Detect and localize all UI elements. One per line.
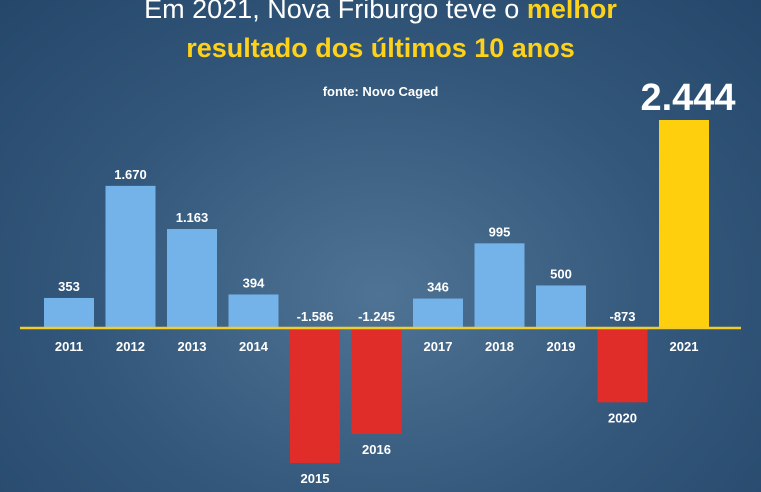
bar-2014 bbox=[228, 294, 279, 328]
category-label-2017: 2017 bbox=[424, 339, 453, 354]
value-label-2012: 1.670 bbox=[114, 167, 147, 182]
bar-2012 bbox=[105, 185, 156, 328]
bar-2011 bbox=[44, 297, 94, 328]
category-label-2020: 2020 bbox=[608, 410, 637, 425]
value-label-2016: -1.245 bbox=[358, 309, 395, 324]
title-prefix: Em 2021, Nova Friburgo teve o bbox=[144, 0, 527, 24]
category-label-2016: 2016 bbox=[362, 442, 391, 457]
category-label-2014: 2014 bbox=[239, 339, 269, 354]
value-label-2021: 2.444 bbox=[640, 77, 735, 119]
value-label-2013: 1.163 bbox=[176, 210, 209, 225]
value-label-2019: 500 bbox=[550, 266, 572, 281]
bar-2021 bbox=[659, 120, 709, 328]
title-line2-text: resultado dos últimos 10 anos bbox=[186, 33, 575, 63]
value-label-2018: 995 bbox=[489, 224, 511, 239]
category-label-2015: 2015 bbox=[301, 471, 330, 486]
category-label-2019: 2019 bbox=[547, 339, 576, 354]
value-label-2014: 394 bbox=[243, 275, 265, 290]
category-label-2021: 2021 bbox=[670, 339, 699, 354]
bar-2017 bbox=[413, 298, 463, 328]
chart-title-line1: Em 2021, Nova Friburgo teve o melhor bbox=[0, 0, 761, 24]
category-label-2013: 2013 bbox=[178, 339, 207, 354]
value-label-2020: -873 bbox=[609, 309, 635, 324]
bar-2020 bbox=[597, 328, 648, 403]
bar-2015 bbox=[290, 328, 340, 463]
bar-2016 bbox=[351, 328, 402, 434]
source-note: fonte: Novo Caged bbox=[322, 84, 439, 99]
category-label-2018: 2018 bbox=[485, 339, 514, 354]
category-label-2012: 2012 bbox=[116, 339, 145, 354]
bar-2013 bbox=[167, 229, 217, 328]
bar-2018 bbox=[474, 243, 525, 328]
title-highlight: melhor bbox=[526, 0, 617, 24]
value-label-2015: -1.586 bbox=[297, 309, 334, 324]
value-label-2017: 346 bbox=[427, 280, 449, 295]
category-label-2011: 2011 bbox=[55, 339, 83, 354]
value-label-2011: 353 bbox=[58, 279, 80, 294]
bar-2019 bbox=[536, 285, 586, 328]
chart-title-line2: resultado dos últimos 10 anos bbox=[0, 33, 761, 63]
